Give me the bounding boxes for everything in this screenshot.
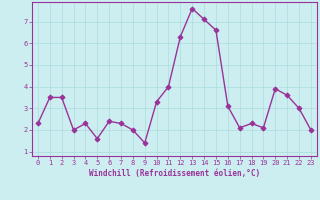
X-axis label: Windchill (Refroidissement éolien,°C): Windchill (Refroidissement éolien,°C): [89, 169, 260, 178]
